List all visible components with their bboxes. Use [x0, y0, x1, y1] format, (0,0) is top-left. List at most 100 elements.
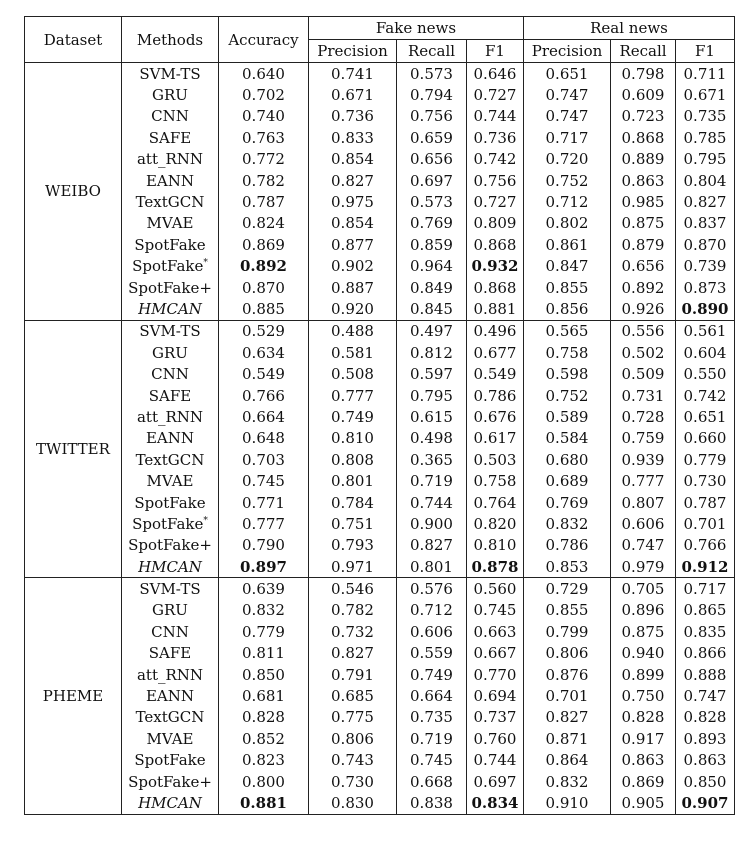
method-name: EANN [145, 687, 195, 706]
table-row: SAFE 0.811 0.827 0.559 0.667 0.806 0.940 0.866 [25, 642, 735, 664]
fake-precision-cell: 0.775 [308, 706, 397, 729]
real-recall-cell: 0.723 [610, 105, 676, 128]
real-precision-cell: 0.855 [523, 276, 611, 299]
fake-f1-cell: 0.758 [466, 470, 524, 492]
method-cell: HMCAN [121, 298, 219, 321]
method-name: SAFE [148, 128, 192, 147]
method-cell: att_RNN [121, 663, 219, 686]
method-name: HMCAN [138, 793, 202, 812]
method-name: GRU [152, 601, 188, 620]
real-recall-cell: 0.728 [610, 406, 676, 428]
fake-f1-cell: 0.809 [466, 212, 524, 235]
method-cell: SpotFake+ [121, 770, 219, 793]
real-f1-cell: 0.837 [675, 212, 735, 235]
method-cell: SpotFake* [121, 513, 219, 535]
accuracy-cell: 0.529 [218, 319, 309, 343]
method-cell: MVAE [121, 212, 219, 235]
real-f1-cell: 0.827 [675, 191, 735, 213]
table-header: Dataset Methods Accuracy Fake news Real … [24, 16, 735, 63]
dataset-cell: PHEME [24, 577, 122, 815]
real-f1-cell: 0.779 [675, 449, 735, 471]
accuracy-cell: 0.763 [218, 127, 309, 149]
table-row: SpotFake 0.869 0.877 0.859 0.868 0.861 0.879 0.… [25, 234, 735, 256]
accuracy-cell: 0.870 [218, 276, 309, 299]
real-precision-cell: 0.806 [523, 642, 611, 664]
method-cell: SAFE [121, 384, 219, 407]
real-precision-cell: 0.856 [523, 298, 611, 321]
fake-recall-cell: 0.712 [396, 599, 467, 622]
method-cell: SVM-TS [121, 319, 219, 343]
method-name: CNN [151, 622, 189, 641]
real-recall-cell: 0.556 [610, 319, 676, 343]
fake-f1-cell: 0.878 [466, 555, 524, 579]
fake-recall-cell: 0.849 [396, 276, 467, 299]
method-cell: HMCAN [121, 555, 219, 579]
real-f1-cell: 0.660 [675, 427, 735, 450]
method-name: TextGCN [135, 193, 205, 212]
method-cell: TextGCN [121, 191, 219, 213]
method-cell: SAFE [121, 642, 219, 664]
method-cell: GRU [121, 84, 219, 106]
fake-f1-cell: 0.820 [466, 513, 524, 535]
fake-precision-cell: 0.793 [308, 534, 397, 556]
header-dataset: Dataset [24, 16, 122, 63]
method-name: SpotFake [134, 235, 206, 254]
method-cell: TextGCN [121, 706, 219, 729]
real-recall-cell: 0.940 [610, 642, 676, 664]
fake-f1-cell: 0.727 [466, 84, 524, 106]
fake-f1-cell: 0.881 [466, 298, 524, 321]
real-f1-cell: 0.701 [675, 513, 735, 535]
method-cell: EANN [121, 169, 219, 192]
results-table: Dataset Methods Accuracy Fake news Real … [24, 16, 735, 815]
method-name: EANN [145, 429, 195, 448]
real-f1-cell: 0.907 [675, 792, 735, 815]
table-row: GRU 0.634 0.581 0.812 0.677 0.758 0.502 0.604 [25, 342, 735, 364]
accuracy-cell: 0.811 [218, 642, 309, 664]
method-name: MVAE [146, 214, 194, 233]
real-precision-cell: 0.712 [523, 191, 611, 213]
accuracy-cell: 0.664 [218, 406, 309, 428]
real-precision-cell: 0.651 [523, 62, 611, 85]
real-f1-cell: 0.893 [675, 728, 735, 750]
real-f1-cell: 0.873 [675, 276, 735, 299]
method-name: GRU [152, 86, 188, 105]
method-name: HMCAN [138, 299, 202, 318]
fake-f1-cell: 0.742 [466, 148, 524, 170]
fake-precision-cell: 0.685 [308, 685, 397, 707]
real-recall-cell: 0.828 [610, 706, 676, 729]
real-recall-cell: 0.502 [610, 342, 676, 364]
real-f1-cell: 0.671 [675, 84, 735, 106]
header-fake-news: Fake news [308, 16, 524, 40]
fake-f1-cell: 0.560 [466, 577, 524, 600]
real-f1-cell: 0.785 [675, 127, 735, 149]
real-precision-cell: 0.680 [523, 449, 611, 471]
real-f1-cell: 0.550 [675, 363, 735, 385]
fake-recall-cell: 0.744 [396, 491, 467, 514]
real-precision-cell: 0.799 [523, 621, 611, 643]
real-f1-cell: 0.730 [675, 470, 735, 492]
accuracy-cell: 0.648 [218, 427, 309, 450]
method-cell: SpotFake+ [121, 276, 219, 299]
method-name: SpotFake [132, 514, 204, 533]
method-name: MVAE [146, 729, 194, 748]
method-name: att_RNN [136, 665, 204, 684]
real-f1-cell: 0.717 [675, 577, 735, 600]
real-precision-cell: 0.871 [523, 728, 611, 750]
method-footnote-mark: * [203, 515, 208, 526]
real-f1-cell: 0.835 [675, 621, 735, 643]
fake-recall-cell: 0.365 [396, 449, 467, 471]
real-recall-cell: 0.863 [610, 169, 676, 192]
fake-f1-cell: 0.744 [466, 749, 524, 771]
fake-recall-cell: 0.795 [396, 384, 467, 407]
method-name: GRU [152, 343, 188, 362]
method-name: SpotFake+ [128, 536, 212, 555]
fake-recall-cell: 0.606 [396, 621, 467, 643]
table-row: att_RNN 0.772 0.854 0.656 0.742 0.720 0.889 0.7… [25, 148, 735, 170]
table-row: SpotFake+ 0.870 0.887 0.849 0.868 0.855 0.892 0… [25, 276, 735, 299]
method-cell: EANN [121, 427, 219, 450]
table-row: EANN 0.681 0.685 0.664 0.694 0.701 0.750 0.747 [25, 685, 735, 707]
accuracy-cell: 0.850 [218, 663, 309, 686]
fake-recall-cell: 0.845 [396, 298, 467, 321]
table-row: SAFE 0.766 0.777 0.795 0.786 0.752 0.731 0.742 [25, 384, 735, 407]
real-recall-cell: 0.917 [610, 728, 676, 750]
